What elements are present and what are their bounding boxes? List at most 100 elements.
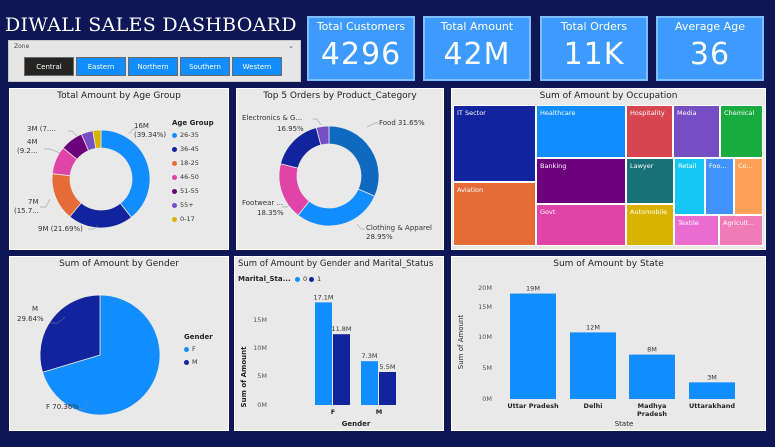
treemap-cell-hospitality[interactable]: Hospitality [626,105,673,158]
category-label-footwear-pct: 18.35% [257,209,284,217]
gender-label-m-pct: 29.64% [17,315,44,323]
bar-state[interactable] [689,382,735,399]
age-label-46-50-pct: (9.2... [17,147,38,155]
category-donut-slice[interactable] [298,189,375,226]
bar-f-0[interactable] [315,302,332,405]
category-label-electronics-pct: 16.95% [277,125,304,133]
category-donut-slice[interactable] [279,164,309,216]
age-group-chart[interactable]: Total Amount by Age Group 16M (39.34%) 9… [9,88,229,250]
category-label-food: Food 31.65% [379,119,425,127]
bar-data-label: 7.3M [362,352,378,360]
x-tick-state: Uttar Pradesh [507,402,559,410]
treemap-cell-govt[interactable]: Govt [536,204,626,246]
marital-bars-svg: Sum of Amount Gender 0M 5M 10M 15M F M17.… [235,257,445,432]
occupation-chart[interactable]: Sum of Amount by Occupation IT Sector He… [451,88,766,250]
treemap-cell-banking[interactable]: Banking [536,158,626,204]
treemap-cell-it-sector[interactable]: IT Sector [453,105,536,182]
bar-state[interactable] [510,294,556,399]
zone-option-eastern[interactable]: Eastern [76,57,126,76]
legend-label: 46-50 [180,173,199,181]
chart-title: Sum of Amount by Occupation [452,91,765,101]
y-tick: 10M [253,344,267,352]
treemap-cell-food[interactable]: Foo... [705,158,734,215]
gender-label-f: F 70.36% [46,403,79,411]
treemap-cell-retail[interactable]: Retail [674,158,705,215]
gender-pie-svg [10,257,230,432]
zone-option-western[interactable]: Western [232,57,282,76]
kpi-label: Average Age [658,20,762,33]
legend-item[interactable]: M [184,358,198,366]
legend-label: 0-17 [180,215,195,223]
y-tick: 5M [482,364,492,372]
state-chart[interactable]: Sum of Amount by State Sum of Amount Sta… [451,256,766,431]
legend-label: 51-55 [180,187,199,195]
bar-state[interactable] [629,355,675,399]
age-label-18-25-pct: (15.7... [14,207,39,215]
legend-item[interactable]: 46-50 [172,173,199,181]
zone-option-central[interactable]: Central [24,57,74,76]
treemap-cell-lawyer[interactable]: Lawyer [626,158,674,204]
y-axis-title: Sum of Amount [457,315,465,370]
legend-item[interactable]: 51-55 [172,187,199,195]
x-axis-title: Gender [342,420,371,428]
bar-data-label: 3M [707,373,717,381]
gender-chart[interactable]: Sum of Amount by Gender M 29.64% F 70.36… [9,256,229,431]
zone-slicer-label: Zone [14,43,29,50]
kpi-total-customers[interactable]: Total Customers 4296 [307,16,415,81]
x-tick-state: Uttarakhand [689,402,735,410]
legend-label: M [192,358,198,366]
bar-state[interactable] [570,332,616,399]
legend-item[interactable]: 18-25 [172,159,199,167]
zone-option-northern[interactable]: Northern [128,57,178,76]
kpi-value: 4296 [309,37,413,72]
kpi-average-age[interactable]: Average Age 36 [656,16,764,81]
treemap-cell-chemical[interactable]: Chemical [720,105,763,158]
dashboard-title: DIWALI SALES DASHBOARD [5,14,297,36]
treemap-cell-healthcare[interactable]: Healthcare [536,105,626,158]
category-donut-slice[interactable] [329,126,379,196]
kpi-total-amount[interactable]: Total Amount 42M [423,16,531,81]
y-tick: 5M [257,372,267,380]
gender-label-m: M [32,305,38,313]
zone-option-southern[interactable]: Southern [180,57,230,76]
legend-dot [172,189,177,194]
legend-dot [172,133,177,138]
age-donut-slice[interactable] [101,130,150,217]
chevron-down-icon[interactable]: ⌄ [288,42,294,50]
category-label-electronics: Electronics & G... [242,114,302,122]
legend-item[interactable]: F [184,345,196,353]
product-category-chart[interactable]: Top 5 Orders by Product_Category Food 31… [236,88,444,250]
kpi-total-orders[interactable]: Total Orders 11K [540,16,648,81]
treemap-cell-construction[interactable]: Co... [734,158,763,215]
legend-item[interactable]: 26-35 [172,131,199,139]
category-donut-slice[interactable] [281,128,321,168]
bar-f-1[interactable] [333,334,350,405]
legend-dot [172,203,177,208]
y-tick: 15M [253,316,267,324]
bar-data-label: 12M [586,323,600,331]
category-label-footwear: Footwear ... [242,199,283,207]
treemap-cell-aviation[interactable]: Aviation [453,182,536,246]
legend-item[interactable]: 0-17 [172,215,195,223]
treemap-cell-automobile[interactable]: Automobile [626,204,674,246]
treemap-cell-media[interactable]: Media [673,105,720,158]
x-tick-state: Delhi [584,402,603,410]
bar-m-1[interactable] [379,372,396,405]
treemap-cell-textile[interactable]: Textile [674,215,719,246]
age-label-18-25: 7M [28,198,39,206]
bar-data-label: 11.8M [331,325,351,333]
legend-dot [172,217,177,222]
legend-item[interactable]: 36-45 [172,145,199,153]
legend-label: F [192,345,196,353]
age-label-26-35-pct: (39.34%) [134,131,166,139]
age-label-46-50: 4M [27,138,38,146]
gender-marital-chart[interactable]: Sum of Amount by Gender and Marital_Stat… [234,256,444,431]
bar-data-label: 8M [647,346,657,354]
kpi-label: Total Amount [425,20,529,33]
bar-m-0[interactable] [361,361,378,405]
treemap-cell-agriculture[interactable]: Agricult... [719,215,763,246]
legend-dot [184,347,189,352]
legend-item[interactable]: 55+ [172,201,194,209]
y-tick: 0M [257,401,267,409]
zone-slicer[interactable]: Zone ⌄ Central Eastern Northern Southern… [8,40,301,82]
